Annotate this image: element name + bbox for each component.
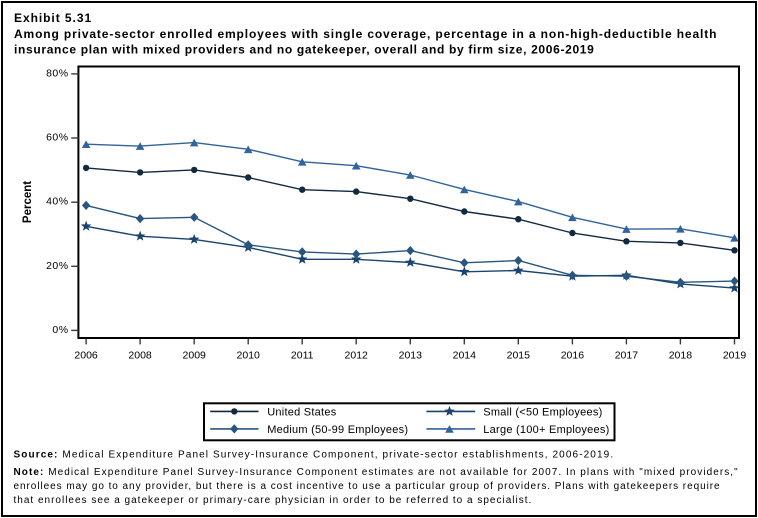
- svg-text:Percent: Percent: [22, 181, 34, 223]
- svg-text:40%: 40%: [46, 196, 68, 208]
- svg-text:Medium (50-99 Employees): Medium (50-99 Employees): [267, 424, 408, 436]
- svg-text:that enrollees see a gatekeepe: that enrollees see a gatekeeper or prima…: [14, 495, 533, 506]
- svg-text:Small (<50 Employees): Small (<50 Employees): [483, 406, 602, 418]
- svg-text:Note: Medical Expenditure Pane: Note: Medical Expenditure Panel Survey-I…: [14, 467, 739, 478]
- svg-text:2014: 2014: [453, 350, 477, 362]
- svg-text:2019: 2019: [723, 350, 747, 362]
- svg-text:Exhibit 5.31: Exhibit 5.31: [14, 11, 92, 25]
- svg-text:80%: 80%: [46, 67, 68, 79]
- svg-text:United States: United States: [267, 406, 337, 418]
- svg-text:2015: 2015: [507, 350, 531, 362]
- svg-text:2008: 2008: [128, 350, 152, 362]
- svg-text:60%: 60%: [46, 132, 68, 144]
- svg-text:2013: 2013: [399, 350, 423, 362]
- svg-text:2012: 2012: [345, 350, 369, 362]
- svg-text:2010: 2010: [237, 350, 261, 362]
- svg-text:2017: 2017: [615, 350, 639, 362]
- svg-text:Among private-sector enrolled: Among private-sector enrolled employees …: [14, 27, 717, 41]
- svg-text:2018: 2018: [669, 350, 693, 362]
- svg-text:2011: 2011: [291, 350, 314, 362]
- svg-text:enrollees may go to any provid: enrollees may go to any provider, but th…: [14, 481, 721, 492]
- svg-text:insurance plan with mixed prov: insurance plan with mixed providers and …: [14, 43, 595, 57]
- svg-text:2006: 2006: [74, 350, 98, 362]
- svg-text:0%: 0%: [52, 324, 68, 336]
- svg-text:2016: 2016: [561, 350, 585, 362]
- svg-text:20%: 20%: [46, 260, 68, 272]
- svg-text:2009: 2009: [183, 350, 207, 362]
- svg-text:Source: Medical Expenditure Pa: Source: Medical Expenditure Panel Survey…: [14, 449, 615, 460]
- svg-text:Large (100+ Employees): Large (100+ Employees): [483, 424, 609, 436]
